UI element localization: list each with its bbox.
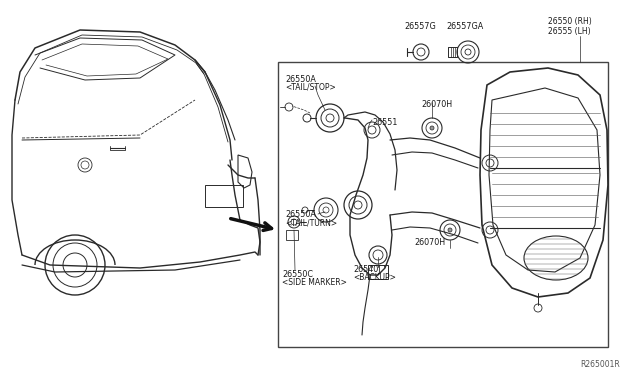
Text: <SIDE MARKER>: <SIDE MARKER> xyxy=(282,278,347,287)
Text: 26555 (LH): 26555 (LH) xyxy=(548,27,591,36)
Text: 26550A: 26550A xyxy=(285,210,316,219)
Text: <TAIL/STOP>: <TAIL/STOP> xyxy=(285,83,336,92)
Text: 26551: 26551 xyxy=(372,118,397,127)
Text: <BACKUP>: <BACKUP> xyxy=(353,273,396,282)
Text: 26557G: 26557G xyxy=(404,22,436,31)
Text: 26550C: 26550C xyxy=(282,270,313,279)
Text: R265001R: R265001R xyxy=(580,360,620,369)
Bar xyxy=(368,265,388,279)
Text: 26557GA: 26557GA xyxy=(446,22,484,31)
Bar xyxy=(278,62,608,347)
Text: <TAIL/TURN>: <TAIL/TURN> xyxy=(285,218,337,227)
Bar xyxy=(205,185,243,207)
Text: 26070H: 26070H xyxy=(421,100,452,109)
Text: 26540J: 26540J xyxy=(353,265,381,274)
Text: 26550 (RH): 26550 (RH) xyxy=(548,17,592,26)
Circle shape xyxy=(430,126,434,130)
Text: 26550A: 26550A xyxy=(285,75,316,84)
Text: 26070H: 26070H xyxy=(414,238,445,247)
Circle shape xyxy=(448,228,452,232)
Bar xyxy=(286,230,298,240)
